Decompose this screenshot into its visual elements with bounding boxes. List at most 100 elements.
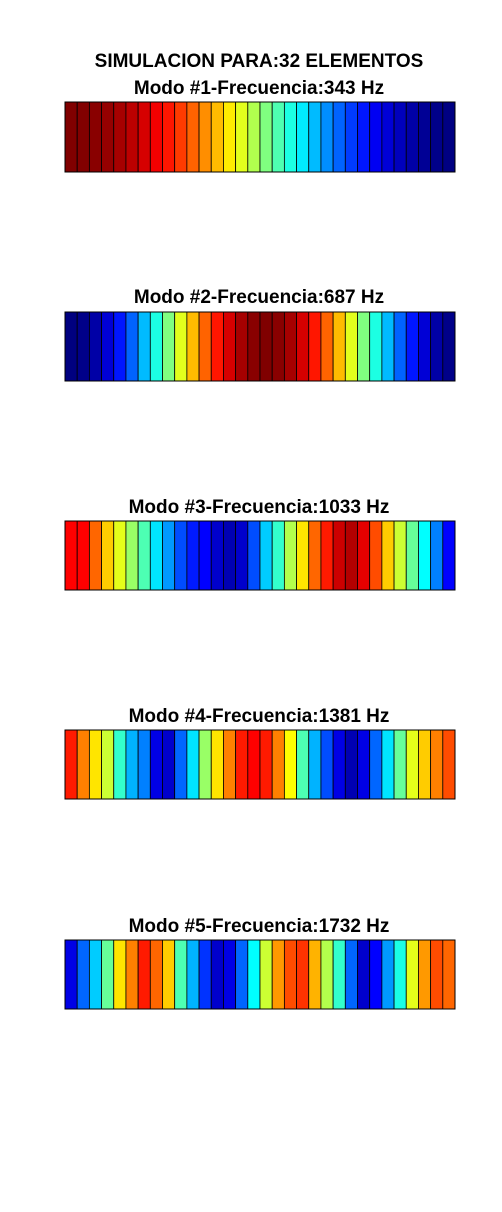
mode-2-element-2 (76, 311, 90, 382)
mode-3-strip-frame (64, 520, 456, 591)
mode-4-element-1 (64, 729, 78, 800)
mode-1-element-3 (88, 101, 102, 173)
mode-3-element-12 (198, 520, 212, 591)
mode-5-element-24 (344, 939, 358, 1010)
mode-3-element-14 (223, 520, 237, 591)
mode-5-element-2 (76, 939, 90, 1010)
mode-4-element-28 (393, 729, 407, 800)
mode-2-element-24 (344, 311, 358, 382)
mode-5-element-21 (308, 939, 322, 1010)
mode-3-strip (64, 520, 456, 591)
mode-2-strip (64, 311, 456, 382)
figure-title: SIMULACION PARA:32 ELEMENTOS (95, 51, 424, 72)
mode-1-element-11 (186, 101, 200, 173)
mode-2-element-20 (296, 311, 310, 382)
mode-1-element-26 (369, 101, 383, 173)
mode-5-element-1 (64, 939, 78, 1010)
mode-3-element-30 (418, 520, 432, 591)
mode-4-element-30 (418, 729, 432, 800)
mode-2-title: Modo #2-Frecuencia:687 Hz (134, 287, 384, 308)
mode-3-title: Modo #3-Frecuencia:1033 Hz (129, 497, 390, 518)
mode-1-element-28 (393, 101, 407, 173)
mode-1-element-20 (296, 101, 310, 173)
mode-4-element-19 (283, 729, 297, 800)
mode-1-element-19 (283, 101, 297, 173)
mode-1-strip-frame (64, 101, 456, 173)
mode-4-element-22 (320, 729, 334, 800)
mode-4-element-15 (235, 729, 249, 800)
mode-3-element-3 (88, 520, 102, 591)
mode-2-element-28 (393, 311, 407, 382)
mode-2-element-21 (308, 311, 322, 382)
mode-4-strip-frame (64, 729, 456, 800)
mode-1-element-14 (223, 101, 237, 173)
mode-1-element-9 (162, 101, 176, 173)
mode-2-element-16 (247, 311, 261, 382)
mode-2-element-18 (271, 311, 285, 382)
mode-5-element-19 (283, 939, 297, 1010)
mode-5-element-7 (137, 939, 151, 1010)
mode-4-element-18 (271, 729, 285, 800)
mode-4-element-2 (76, 729, 90, 800)
mode-2-element-19 (283, 311, 297, 382)
mode-4-element-3 (88, 729, 102, 800)
mode-2-element-11 (186, 311, 200, 382)
mode-2-element-1 (64, 311, 78, 382)
mode-3-element-17 (259, 520, 273, 591)
mode-1-element-4 (101, 101, 115, 173)
mode-3-element-6 (125, 520, 139, 591)
mode-3-element-18 (271, 520, 285, 591)
mode-4-element-10 (174, 729, 188, 800)
mode-4-element-6 (125, 729, 139, 800)
mode-3-element-1 (64, 520, 78, 591)
mode-5-element-11 (186, 939, 200, 1010)
mode-3-element-23 (332, 520, 346, 591)
mode-2-element-29 (405, 311, 419, 382)
mode-5-element-12 (198, 939, 212, 1010)
mode-4-element-32 (442, 729, 456, 800)
mode-5-element-14 (223, 939, 237, 1010)
mode-1-element-10 (174, 101, 188, 173)
mode-1-panel: Modo #1-Frecuencia:343 Hz (64, 78, 456, 173)
mode-4-element-29 (405, 729, 419, 800)
mode-3-element-7 (137, 520, 151, 591)
mode-2-strip-frame (64, 311, 456, 382)
mode-5-element-10 (174, 939, 188, 1010)
mode-4-element-12 (198, 729, 212, 800)
mode-1-element-12 (198, 101, 212, 173)
mode-3-element-26 (369, 520, 383, 591)
mode-3-element-31 (430, 520, 444, 591)
mode-2-element-25 (357, 311, 371, 382)
mode-2-element-4 (101, 311, 115, 382)
mode-3-element-11 (186, 520, 200, 591)
mode-2-element-27 (381, 311, 395, 382)
mode-5-element-26 (369, 939, 383, 1010)
mode-5-element-5 (113, 939, 127, 1010)
mode-4-element-9 (162, 729, 176, 800)
mode-3-element-29 (405, 520, 419, 591)
mode-2-element-17 (259, 311, 273, 382)
mode-2-element-32 (442, 311, 456, 382)
mode-1-element-5 (113, 101, 127, 173)
mode-4-element-20 (296, 729, 310, 800)
mode-4-element-21 (308, 729, 322, 800)
mode-5-element-30 (418, 939, 432, 1010)
mode-1-element-25 (357, 101, 371, 173)
mode-1-element-29 (405, 101, 419, 173)
mode-3-element-15 (235, 520, 249, 591)
mode-3-element-20 (296, 520, 310, 591)
mode-2-element-14 (223, 311, 237, 382)
mode-1-element-18 (271, 101, 285, 173)
mode-4-title: Modo #4-Frecuencia:1381 Hz (129, 706, 390, 727)
mode-3-element-32 (442, 520, 456, 591)
mode-1-element-22 (320, 101, 334, 173)
mode-5-element-27 (381, 939, 395, 1010)
mode-1-element-15 (235, 101, 249, 173)
mode-4-element-8 (149, 729, 163, 800)
mode-5-title: Modo #5-Frecuencia:1732 Hz (129, 916, 390, 937)
mode-2-element-7 (137, 311, 151, 382)
mode-3-element-13 (210, 520, 224, 591)
mode-2-element-31 (430, 311, 444, 382)
mode-4-element-11 (186, 729, 200, 800)
mode-5-element-15 (235, 939, 249, 1010)
